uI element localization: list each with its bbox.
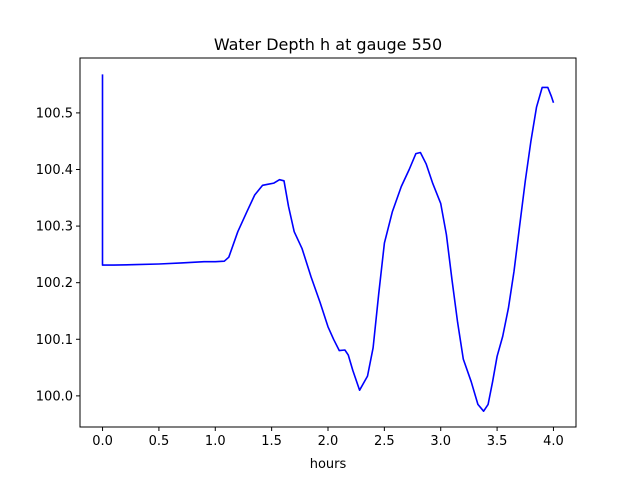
x-axis: 0.0 0.5 1.0 1.5 2.0 2.5 3.0 3.5 4.0 [92,427,564,449]
y-tick-label: 100.4 [36,163,73,178]
x-tick-label: 0.5 [149,434,170,449]
x-tick-label: 2.0 [318,434,339,449]
x-tick-label: 0.0 [92,434,113,449]
y-tick-label: 100.1 [36,333,73,348]
plot-area [79,57,577,428]
x-tick-label: 3.0 [430,434,451,449]
y-tick-label: 100.3 [36,220,73,235]
y-tick-label: 100.2 [36,276,73,291]
series-line-0 [101,74,555,413]
x-tick-label: 2.5 [374,434,395,449]
x-tick-label: 3.5 [487,434,508,449]
plot-frame [79,57,577,428]
x-axis-label: hours [310,457,347,472]
y-axis: 100.0 100.1 100.2 100.3 100.4 100.5 [36,106,80,404]
y-tick-label: 100.0 [36,389,73,404]
x-tick-label: 1.0 [205,434,226,449]
x-tick-label: 1.5 [261,434,282,449]
x-tick-label: 4.0 [543,434,564,449]
chart-title: Water Depth h at gauge 550 [214,35,442,54]
y-tick-label: 100.5 [36,106,73,121]
